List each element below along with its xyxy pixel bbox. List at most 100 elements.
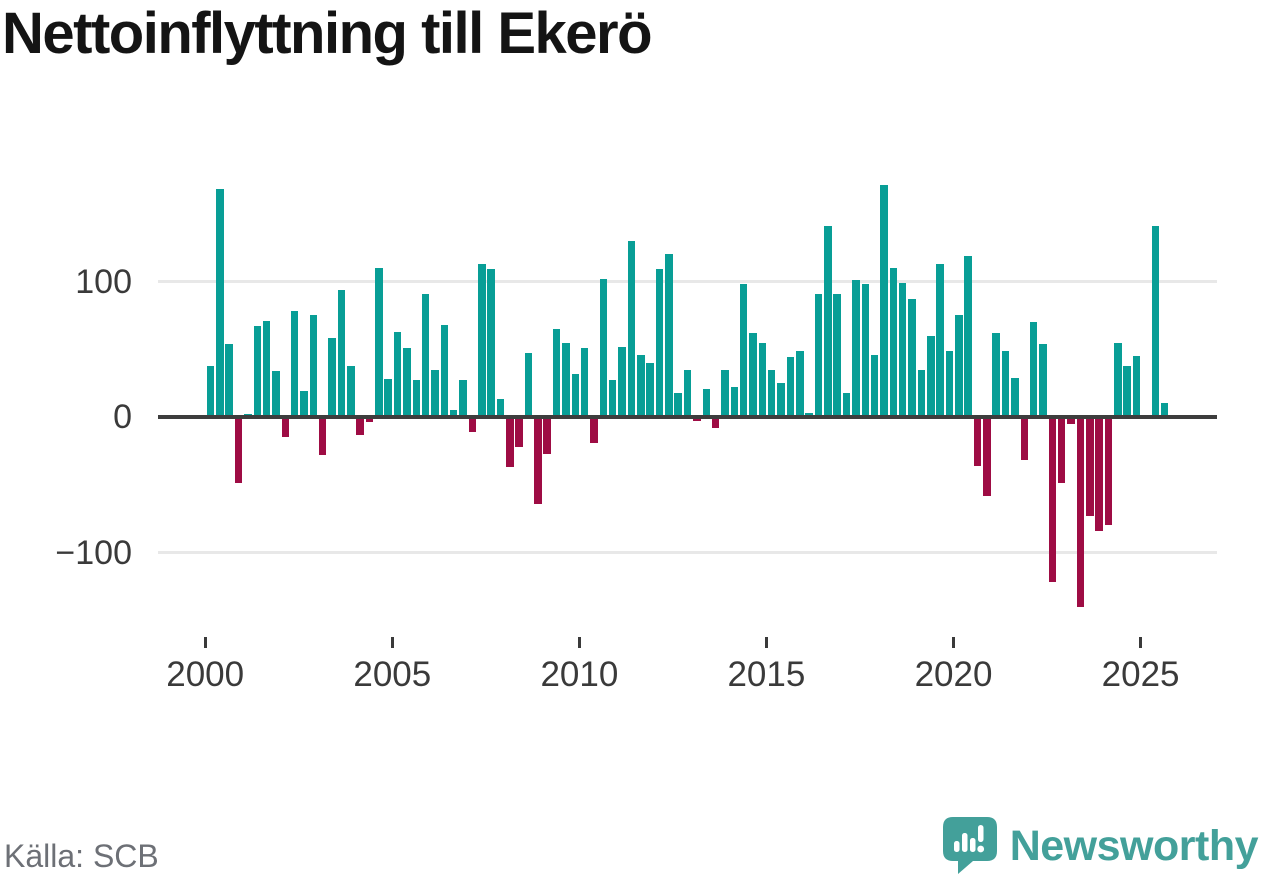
x-axis-label: 2020	[914, 655, 993, 694]
bar-2000Q2	[216, 189, 224, 417]
newsworthy-branding: Newsworthy	[942, 816, 1259, 878]
bar-2020Q2	[964, 255, 972, 417]
bar-2016Q2	[814, 293, 823, 417]
bar-2022Q4	[1057, 417, 1066, 484]
bar-2011Q3	[637, 354, 645, 417]
bar-2025Q2	[1151, 225, 1159, 417]
bar-2016Q4	[833, 293, 841, 417]
bar-2024Q4	[1132, 356, 1141, 417]
bar-2019Q4	[945, 350, 954, 417]
gridline-100	[158, 280, 1217, 283]
bar-2014Q1	[730, 387, 738, 417]
bar-2004Q2	[365, 417, 374, 423]
bar-2003Q3	[337, 289, 346, 417]
bar-2024Q1	[1104, 417, 1113, 526]
x-tick-mark	[577, 637, 581, 648]
zero-baseline	[158, 414, 1217, 420]
bar-2001Q2	[253, 326, 261, 417]
bar-2021Q4	[1020, 417, 1028, 461]
bar-2000Q4	[234, 417, 243, 484]
bar-2008Q2	[515, 417, 523, 447]
bar-2022Q3	[1048, 417, 1057, 583]
bar-2023Q2	[1076, 417, 1085, 607]
bar-2012Q3	[674, 392, 682, 417]
y-axis-label: −100	[55, 533, 132, 572]
y-axis-label: 100	[75, 262, 132, 301]
x-axis-label: 2000	[166, 655, 245, 694]
bar-2006Q3	[449, 410, 458, 417]
x-tick-mark	[764, 637, 768, 648]
bar-2004Q3	[375, 267, 383, 417]
bar-2017Q4	[870, 354, 879, 417]
bar-2007Q1	[468, 417, 477, 432]
bar-2023Q3	[1086, 417, 1094, 516]
bar-2019Q1	[917, 369, 926, 417]
bar-2010Q3	[599, 278, 608, 417]
bar-2008Q4	[534, 417, 542, 504]
bar-2003Q4	[347, 365, 355, 417]
bar-2014Q3	[749, 333, 757, 417]
bar-2021Q1	[992, 333, 1000, 417]
bar-2002Q2	[290, 311, 299, 417]
bar-2020Q1	[955, 315, 963, 417]
bar-2013Q4	[721, 369, 729, 417]
bar-2024Q2	[1114, 342, 1122, 417]
bar-2003Q2	[328, 338, 336, 417]
newsworthy-wordmark: Newsworthy	[1009, 822, 1259, 870]
bar-2012Q4	[683, 369, 692, 417]
bar-2017Q3	[861, 284, 869, 417]
bar-2015Q4	[796, 350, 804, 417]
bar-2009Q2	[552, 328, 561, 417]
bar-2007Q4	[496, 399, 505, 417]
bar-2014Q2	[739, 284, 748, 417]
bar-2005Q1	[393, 331, 402, 417]
bar-2010Q2	[590, 417, 598, 443]
bar-2011Q1	[618, 346, 626, 417]
bar-2018Q1	[880, 185, 888, 417]
bar-2021Q2	[1001, 350, 1010, 417]
bar-2022Q1	[1029, 322, 1038, 417]
bar-2005Q2	[403, 347, 411, 417]
bar-2008Q1	[506, 417, 514, 468]
bar-2018Q2	[889, 267, 897, 417]
bar-2002Q4	[309, 315, 318, 417]
bar-2002Q3	[300, 391, 308, 417]
newsworthy-logo-icon	[942, 817, 997, 874]
bar-2015Q3	[786, 357, 795, 417]
bar-2017Q2	[852, 280, 860, 417]
bar-2005Q3	[412, 380, 420, 417]
bar-2009Q4	[571, 373, 579, 417]
bar-2021Q3	[1011, 377, 1019, 417]
bar-2015Q2	[777, 383, 785, 417]
bar-2006Q2	[440, 324, 448, 417]
bar-2000Q1	[206, 365, 215, 417]
bar-2017Q1	[842, 392, 851, 417]
bar-2023Q4	[1095, 417, 1103, 531]
bar-2004Q1	[356, 417, 364, 435]
bar-2016Q3	[824, 225, 832, 417]
x-tick-mark	[203, 637, 207, 648]
bar-2007Q3	[487, 269, 495, 417]
bar-2000Q3	[225, 343, 233, 417]
bar-2012Q1	[655, 269, 664, 417]
bar-2019Q2	[927, 335, 935, 417]
bar-2001Q4	[272, 370, 280, 417]
bar-2011Q4	[646, 362, 654, 417]
bar-2003Q1	[318, 417, 327, 455]
bar-2001Q3	[262, 320, 271, 417]
bar-2024Q3	[1123, 365, 1131, 417]
y-axis-label: 0	[113, 398, 132, 436]
bar-2020Q3	[973, 417, 982, 466]
bar-2006Q1	[431, 369, 439, 417]
bar-2006Q4	[459, 380, 467, 417]
bar-2019Q3	[936, 263, 944, 417]
bar-2002Q1	[281, 417, 289, 438]
bar-2018Q3	[898, 282, 907, 417]
source-caption: Källa: SCB	[4, 838, 159, 874]
bar-2004Q4	[384, 379, 392, 417]
bar-2018Q4	[908, 299, 916, 417]
bar-2005Q4	[421, 293, 430, 417]
bar-2009Q3	[562, 342, 570, 417]
